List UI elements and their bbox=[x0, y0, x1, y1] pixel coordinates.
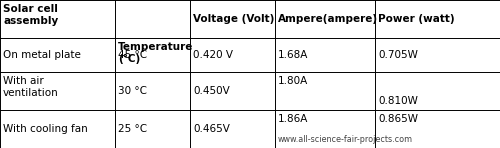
Text: With cooling fan: With cooling fan bbox=[3, 124, 88, 134]
Text: 1.68A: 1.68A bbox=[278, 50, 308, 60]
Text: 0.810W: 0.810W bbox=[378, 96, 418, 106]
Text: 0.705W: 0.705W bbox=[378, 50, 418, 60]
Text: 1.86A: 1.86A bbox=[278, 114, 308, 124]
Text: 0.450V: 0.450V bbox=[193, 86, 230, 96]
Text: 1.80A: 1.80A bbox=[278, 76, 308, 86]
Text: 0.420 V: 0.420 V bbox=[193, 50, 233, 60]
Text: Solar cell
assembly: Solar cell assembly bbox=[3, 4, 58, 26]
Text: Ampere(ampere): Ampere(ampere) bbox=[278, 14, 378, 24]
Text: Power (watt): Power (watt) bbox=[378, 14, 454, 24]
Text: 0.865W: 0.865W bbox=[378, 114, 418, 124]
Text: Voltage (Volt): Voltage (Volt) bbox=[193, 14, 274, 24]
Text: On metal plate: On metal plate bbox=[3, 50, 81, 60]
Text: With air
ventilation: With air ventilation bbox=[3, 76, 59, 98]
Text: www.all-science-fair-projects.com: www.all-science-fair-projects.com bbox=[278, 135, 413, 144]
Text: 30 °C: 30 °C bbox=[118, 86, 147, 96]
Text: Temperature
(°C): Temperature (°C) bbox=[118, 42, 194, 64]
Text: 0.465V: 0.465V bbox=[193, 124, 230, 134]
Text: 25 °C: 25 °C bbox=[118, 124, 147, 134]
Text: 45 °C: 45 °C bbox=[118, 50, 147, 60]
